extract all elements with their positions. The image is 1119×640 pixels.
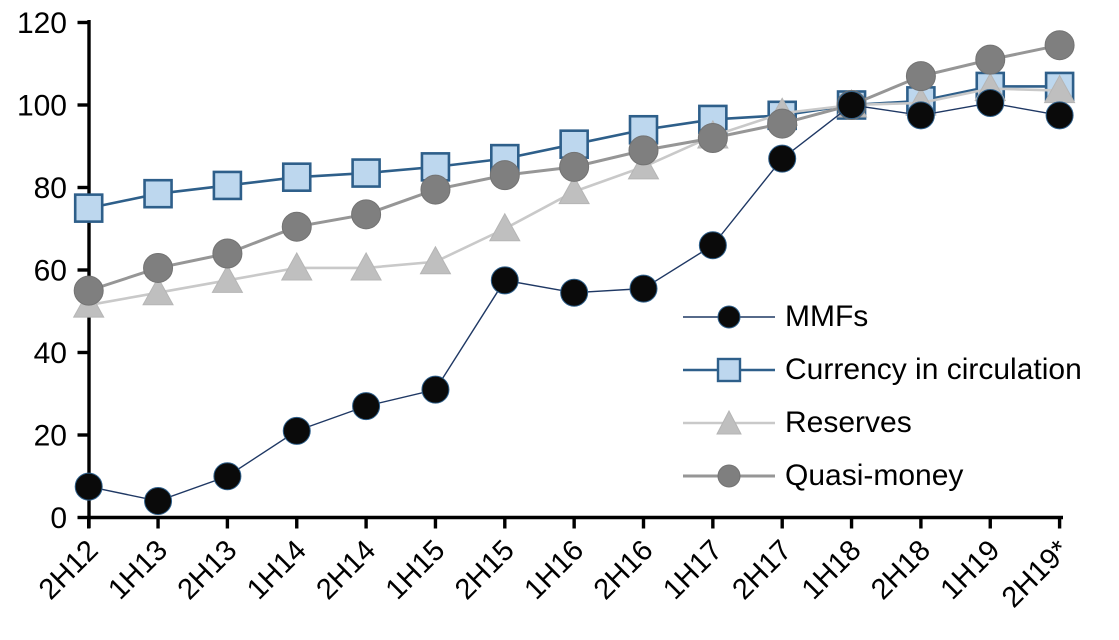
legend-label-currency-in-circulation: Currency in circulation [785,352,1082,386]
x-tick-label: 2H12 [33,534,105,606]
x-tick-label: 1H16 [518,534,590,606]
legend-item-mmfs: MMFs [683,290,1082,343]
y-tick-label: 0 [50,502,67,535]
legend: MMFs Currency in circulation Reserves Qu… [683,290,1082,502]
legend-label-reserves: Reserves [785,405,912,439]
x-tick-label: 1H15 [380,534,452,606]
quasi-money-legend-marker-icon [683,464,775,487]
x-tick-label: 1H14 [241,534,313,606]
series-mmfs [74,88,1074,515]
y-tick-label: 40 [34,337,67,370]
axes [77,20,1063,529]
series-quasi-money [73,30,1075,306]
x-tick-label: 2H15 [449,534,521,606]
x-tick-label: 2H17 [726,534,798,606]
y-tick-label: 100 [17,90,67,123]
legend-item-quasi-money: Quasi-money [683,449,1082,502]
x-tick-label: 2H19* [996,534,1076,614]
y-tick-label: 120 [17,7,67,40]
x-tick-label: 2H13 [172,534,244,606]
mmfs-legend-marker-icon [683,305,775,328]
y-tick-label: 60 [34,255,67,288]
currency-legend-marker-icon [683,357,775,382]
x-tick-label: 1H13 [102,534,174,606]
legend-item-currency-in-circulation: Currency in circulation [683,343,1082,396]
y-axis-labels: 0 20 40 60 80 100 120 [17,7,67,535]
x-tick-label: 1H18 [796,534,868,606]
x-tick-label: 1H19 [935,534,1007,606]
legend-label-mmfs: MMFs [785,299,869,333]
x-axis-labels: 2H121H132H131H142H141H152H151H162H161H17… [33,534,1076,614]
reserves-legend-marker-icon [683,409,775,434]
y-tick-label: 80 [34,172,67,205]
x-tick-label: 2H16 [588,534,660,606]
x-tick-label: 2H14 [310,534,382,606]
y-tick-label: 20 [34,420,67,453]
legend-item-reserves: Reserves [683,396,1082,449]
x-tick-label: 2H18 [865,534,937,606]
x-tick-label: 1H17 [657,534,729,606]
legend-label-quasi-money: Quasi-money [785,458,964,492]
